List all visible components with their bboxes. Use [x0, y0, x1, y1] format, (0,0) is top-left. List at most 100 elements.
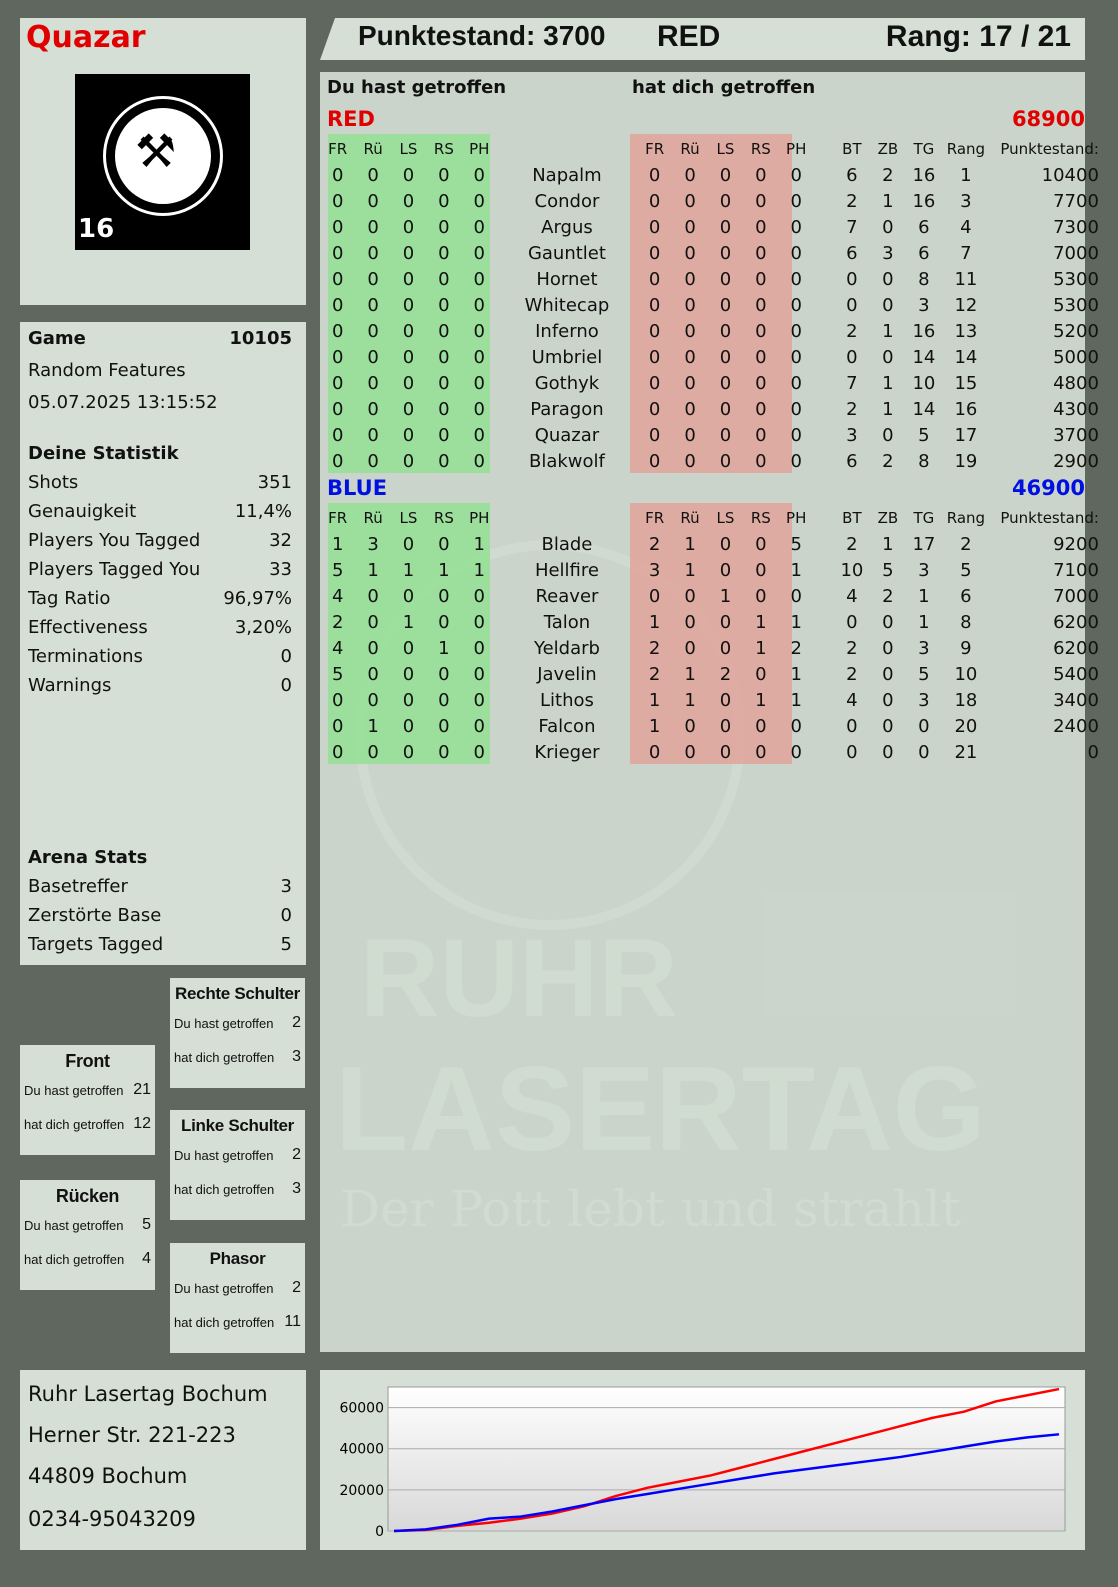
- stat-cell: 0: [331, 372, 344, 394]
- stat-cell: 2: [846, 398, 858, 420]
- stat-cell: 10: [954, 663, 978, 685]
- stat-cell: 16: [954, 398, 978, 420]
- stat-cell: 4: [331, 637, 344, 659]
- stat-cell: 2: [719, 663, 732, 685]
- team-label: RED: [657, 20, 721, 53]
- stat-cell: 0: [402, 450, 415, 472]
- stat-cell: 0: [331, 216, 344, 238]
- stat-cell: 6200: [1053, 611, 1099, 633]
- player-row: 0 0 0 0 0 Condor 0 0 0 0 0 2 1 16 3 7700: [320, 188, 1099, 214]
- stat-cell: 0: [402, 398, 415, 420]
- col-header: Rü: [363, 509, 383, 527]
- col-header: RS: [433, 509, 454, 527]
- stat-cell: 0: [331, 450, 344, 472]
- stat-cell: 0: [790, 294, 802, 316]
- player-row: 0 0 0 0 0 Argus 0 0 0 0 0 7 0 6 4 7300: [320, 214, 1099, 240]
- zone-hit-value: 21: [133, 1081, 151, 1098]
- stat-cell: 0: [367, 398, 379, 420]
- stat-cell: 0: [882, 346, 894, 368]
- stat-cell: 1: [438, 559, 450, 581]
- stat-cell: 0: [719, 190, 732, 212]
- stat-cell: 0: [790, 585, 802, 607]
- stat-cell: 5000: [1053, 346, 1099, 368]
- stat-cell: 0: [367, 611, 379, 633]
- stat-cell: 1: [790, 663, 802, 685]
- player-name-cell: Gothyk: [534, 372, 600, 394]
- stat-cell: 0: [755, 559, 767, 581]
- team-total: 46900: [1011, 476, 1085, 500]
- stat-cell: 0: [367, 741, 379, 763]
- stat-cell: 1: [648, 689, 661, 711]
- stat-cell: 0: [684, 242, 696, 264]
- zone-got-value: 11: [284, 1313, 301, 1330]
- stat-cell: 0: [402, 346, 415, 368]
- stat-cell: 1: [684, 663, 696, 685]
- col-header: Rü: [680, 509, 700, 527]
- stat-cell: 0: [438, 268, 450, 290]
- stat-cell: 0: [367, 372, 379, 394]
- stat-label: Players You Tagged: [28, 530, 201, 551]
- hammer-pick-icon: ⚒: [135, 124, 177, 178]
- stat-cell: 0: [331, 268, 344, 290]
- stat-cell: 0: [648, 164, 661, 186]
- stat-cell: 0: [648, 268, 661, 290]
- stat-cell: 3: [367, 533, 379, 555]
- stat-row: Genauigkeit 11,4%: [28, 501, 292, 522]
- col-header: FR: [645, 140, 665, 158]
- stat-cell: 3: [846, 424, 858, 446]
- col-header: FR: [645, 509, 665, 527]
- stat-cell: 0: [755, 741, 767, 763]
- stat-cell: 0: [684, 294, 696, 316]
- stat-cell: 0: [367, 268, 379, 290]
- stat-cell: 0: [367, 242, 379, 264]
- player-panel: Quazar ⚒ 16: [20, 18, 306, 305]
- stat-cell: 0: [331, 689, 344, 711]
- stat-cell: 16: [912, 320, 936, 342]
- col-header: Rang: [946, 140, 986, 158]
- stat-cell: 5300: [1053, 294, 1099, 316]
- player-row: 4 0 0 1 0 Yeldarb 2 0 0 1 2 2 0 3 9 6200: [320, 635, 1099, 661]
- stat-cell: 0: [719, 741, 732, 763]
- stat-cell: 1: [367, 715, 379, 737]
- player-name-cell: Hellfire: [534, 559, 599, 581]
- stat-cell: 1: [755, 611, 767, 633]
- stat-cell: 3: [918, 689, 930, 711]
- zone-hit-value: 2: [292, 1014, 301, 1031]
- stat-cell: 3: [918, 637, 930, 659]
- stat-cell: 1: [882, 320, 894, 342]
- stat-cell: 0: [648, 216, 661, 238]
- col-header: LS: [716, 140, 735, 158]
- stat-cell: 6: [960, 585, 972, 607]
- stat-cell: 1: [648, 611, 661, 633]
- stat-cell: 8: [960, 611, 972, 633]
- zone-hit-label: Du hast getroffen: [174, 1147, 274, 1163]
- player-name-cell: Paragon: [530, 398, 604, 420]
- stat-cell: 0: [648, 398, 661, 420]
- stat-cell: 0: [846, 346, 858, 368]
- player-name-cell: Condor: [534, 190, 600, 212]
- stat-cell: 14: [954, 346, 978, 368]
- stat-cell: 0: [331, 190, 344, 212]
- stat-cell: 0: [331, 164, 344, 186]
- zone-hit-value: 2: [292, 1279, 301, 1296]
- stat-cell: 0: [790, 741, 802, 763]
- player-row: 0 0 0 0 0 Lithos 1 1 0 1 1 4 0 3 18 3400: [320, 687, 1099, 713]
- stat-cell: 0: [684, 424, 696, 446]
- stat-cell: 0: [402, 533, 415, 555]
- player-row: 0 0 0 0 0 Umbriel 0 0 0 0 0 0 0 14 14 5000: [320, 344, 1099, 370]
- player-row: 4 0 0 0 0 Reaver 0 0 1 0 0 4 2 1 6 7000: [320, 583, 1099, 609]
- stat-cell: 3700: [1053, 424, 1099, 446]
- stat-cell: 10400: [1041, 164, 1099, 186]
- col-header: PH: [786, 509, 807, 527]
- stat-cell: 5: [790, 533, 802, 555]
- stat-cell: 0: [755, 372, 767, 394]
- player-name-cell: Krieger: [534, 741, 600, 763]
- stat-cell: 0: [473, 741, 485, 763]
- stat-cell: 1: [438, 637, 450, 659]
- zone-title: Phasor: [209, 1249, 266, 1268]
- zone-got-label: hat dich getroffen: [174, 1049, 275, 1065]
- stat-value: 33: [269, 559, 292, 580]
- stat-label: Genauigkeit: [28, 501, 137, 522]
- arena-label: Zerstörte Base: [28, 905, 162, 926]
- player-row: 0 0 0 0 0 Quazar 0 0 0 0 0 3 0 5 17 3700: [320, 422, 1099, 448]
